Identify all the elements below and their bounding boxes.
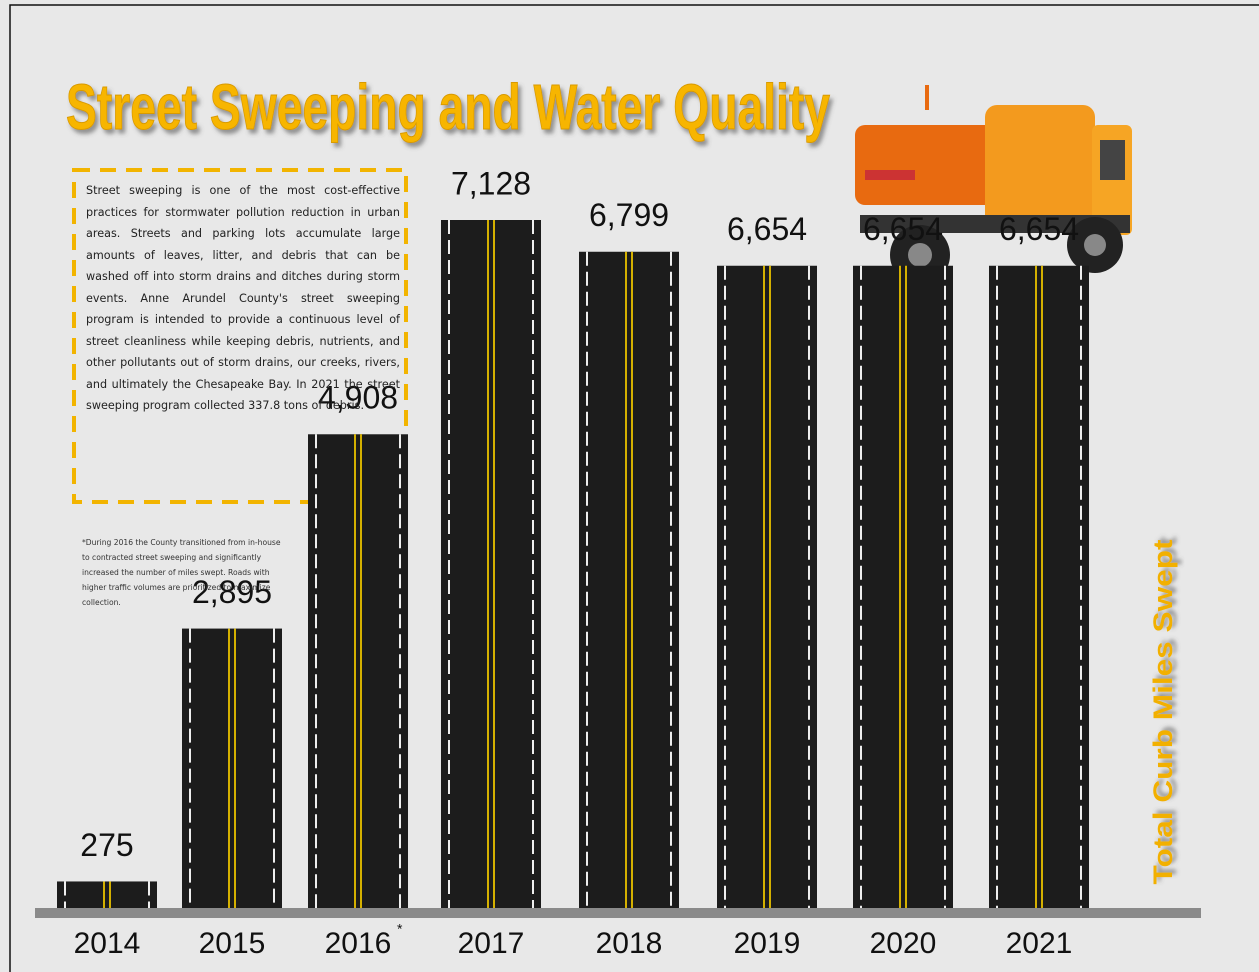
footnote: *During 2016 the County transitioned fro… [82,538,281,607]
bar [308,434,408,908]
bar [853,265,953,908]
x-tick-label: 2019 [734,927,801,960]
x-tick-label: 2018 [596,927,663,960]
text-box-border [72,168,408,504]
description: Street sweeping is one of the most cost-… [86,184,400,412]
value-label: 6,799 [589,197,669,233]
truck [855,85,1132,285]
x-tick-label: 2021 [1006,927,1073,960]
value-label: 275 [80,827,133,863]
chart-title: Street Sweeping and Water Quality [66,71,830,143]
bar [57,881,157,908]
bar [441,220,541,908]
value-label: 6,654 [727,211,807,247]
x-tick-label: 2017 [458,927,525,960]
value-label: 6,654 [999,211,1079,247]
value-label: 6,654 [863,211,943,247]
value-label: 4,908 [318,380,398,416]
frame [9,4,1259,972]
bar [717,265,817,908]
value-label: 2,895 [192,574,272,610]
value-label: 7,128 [451,165,531,201]
footnote-marker: * [397,921,403,937]
baseline [35,908,1201,918]
bar [989,265,1089,908]
x-tick-label: 2014 [74,927,141,960]
x-tick-label: 2016 [325,927,392,960]
y-axis-label: Total Curb Miles Swept [1148,540,1178,885]
x-tick-label: 2020 [870,927,937,960]
x-tick-label: 2015 [199,927,266,960]
bar [579,251,679,909]
bar [182,628,282,908]
